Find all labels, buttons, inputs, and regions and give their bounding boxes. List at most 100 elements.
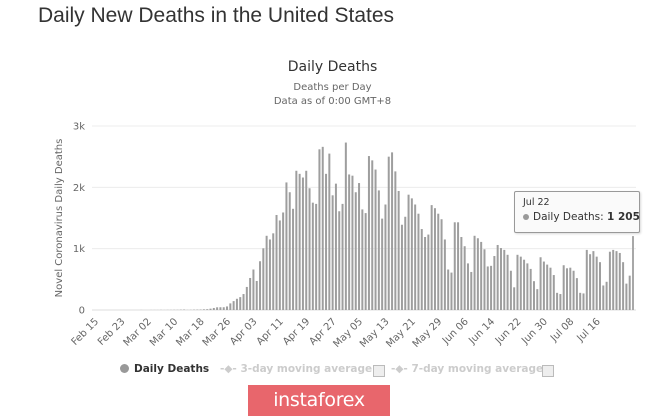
bar[interactable] xyxy=(222,307,225,310)
bar[interactable] xyxy=(387,156,390,310)
bar[interactable] xyxy=(443,239,446,310)
bar[interactable] xyxy=(265,235,268,310)
bar[interactable] xyxy=(249,277,252,310)
bar[interactable] xyxy=(219,307,222,310)
bar[interactable] xyxy=(331,195,334,310)
bar[interactable] xyxy=(496,244,499,310)
bar[interactable] xyxy=(414,204,417,310)
bar[interactable] xyxy=(549,267,552,310)
bar[interactable] xyxy=(206,309,209,310)
bar[interactable] xyxy=(295,170,298,310)
bar[interactable] xyxy=(262,248,265,310)
bar[interactable] xyxy=(493,256,496,310)
bar[interactable] xyxy=(404,216,407,310)
bar[interactable] xyxy=(575,278,578,310)
bar[interactable] xyxy=(612,249,615,310)
bar[interactable] xyxy=(318,149,321,310)
bar[interactable] xyxy=(239,297,242,310)
bar[interactable] xyxy=(229,303,232,310)
bar[interactable] xyxy=(255,280,258,310)
bar[interactable] xyxy=(585,249,588,310)
bar[interactable] xyxy=(407,194,410,310)
bar[interactable] xyxy=(420,229,423,310)
bar[interactable] xyxy=(440,219,443,310)
legend-item-7day-average[interactable]: -◆- 7-day moving average xyxy=(391,363,544,375)
bar[interactable] xyxy=(490,265,493,310)
bar[interactable] xyxy=(483,249,486,310)
bar[interactable] xyxy=(513,287,516,310)
bar[interactable] xyxy=(285,182,288,310)
bar[interactable] xyxy=(546,264,549,310)
bar[interactable] xyxy=(516,254,519,310)
bar[interactable] xyxy=(569,267,572,310)
bar[interactable] xyxy=(288,192,291,310)
bar[interactable] xyxy=(628,275,631,310)
bar[interactable] xyxy=(202,309,205,310)
bar[interactable] xyxy=(598,262,601,310)
bar[interactable] xyxy=(417,213,420,310)
bar[interactable] xyxy=(542,261,545,310)
bar[interactable] xyxy=(470,271,473,310)
bar[interactable] xyxy=(499,248,502,310)
bar[interactable] xyxy=(486,266,489,310)
bar[interactable] xyxy=(509,270,512,310)
bar[interactable] xyxy=(351,175,354,310)
bar[interactable] xyxy=(325,173,328,310)
bar[interactable] xyxy=(473,235,476,310)
bar[interactable] xyxy=(625,283,628,310)
bar[interactable] xyxy=(453,222,456,310)
bar[interactable] xyxy=(589,254,592,310)
bar[interactable] xyxy=(608,251,611,310)
bar[interactable] xyxy=(358,183,361,310)
bar[interactable] xyxy=(622,262,625,310)
bar[interactable] xyxy=(216,307,219,310)
bar[interactable] xyxy=(226,306,229,310)
bar[interactable] xyxy=(268,239,271,310)
bar[interactable] xyxy=(311,202,314,310)
bar[interactable] xyxy=(377,190,380,310)
bar[interactable] xyxy=(433,208,436,310)
bar[interactable] xyxy=(252,269,255,310)
bar[interactable] xyxy=(582,293,585,310)
bar[interactable] xyxy=(463,246,466,310)
bar[interactable] xyxy=(579,292,582,310)
bar[interactable] xyxy=(424,237,427,310)
bar[interactable] xyxy=(552,275,555,310)
bar[interactable] xyxy=(212,307,215,310)
bar[interactable] xyxy=(397,191,400,310)
bar[interactable] xyxy=(632,236,634,310)
bar[interactable] xyxy=(348,174,351,310)
bar[interactable] xyxy=(354,192,357,310)
bar[interactable] xyxy=(232,301,235,310)
legend-item-daily-deaths[interactable]: Daily Deaths xyxy=(120,363,209,375)
bar[interactable] xyxy=(437,213,440,310)
bar[interactable] xyxy=(341,203,344,310)
bar[interactable] xyxy=(532,281,535,310)
bar[interactable] xyxy=(384,204,387,310)
bar[interactable] xyxy=(361,209,364,310)
bar[interactable] xyxy=(529,268,532,310)
bar[interactable] xyxy=(245,286,248,310)
bar[interactable] xyxy=(572,270,575,310)
bar[interactable] xyxy=(275,214,278,310)
bar[interactable] xyxy=(526,263,529,310)
bar[interactable] xyxy=(282,212,285,310)
bar[interactable] xyxy=(565,268,568,310)
bar[interactable] xyxy=(460,237,463,310)
bar[interactable] xyxy=(367,156,370,310)
bar[interactable] xyxy=(523,259,526,310)
bar[interactable] xyxy=(338,211,341,310)
bar[interactable] xyxy=(259,261,262,310)
bar[interactable] xyxy=(301,177,304,310)
bar[interactable] xyxy=(364,213,367,310)
bar[interactable] xyxy=(292,208,295,310)
bar[interactable] xyxy=(427,234,430,310)
bar[interactable] xyxy=(562,265,565,310)
bar[interactable] xyxy=(400,224,403,310)
bar[interactable] xyxy=(371,160,374,310)
bar[interactable] xyxy=(605,281,608,310)
bar[interactable] xyxy=(298,173,301,310)
bar[interactable] xyxy=(447,269,450,310)
bar[interactable] xyxy=(618,252,621,310)
bar[interactable] xyxy=(476,238,479,310)
